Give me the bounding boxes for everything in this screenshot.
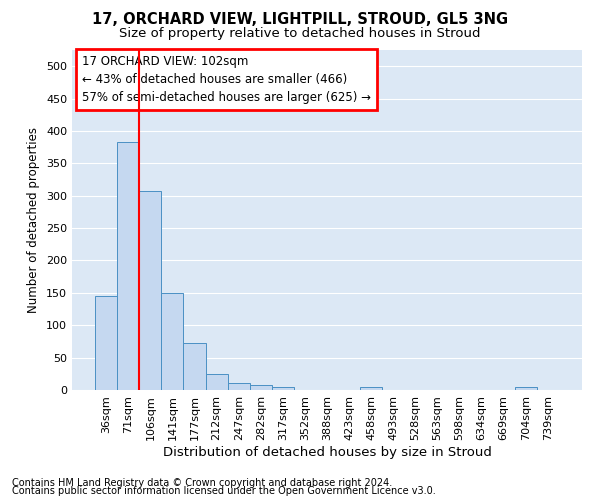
Text: Contains HM Land Registry data © Crown copyright and database right 2024.: Contains HM Land Registry data © Crown c…	[12, 478, 392, 488]
Bar	[360, 388, 382, 390]
Text: Size of property relative to detached houses in Stroud: Size of property relative to detached ho…	[119, 28, 481, 40]
Bar	[117, 142, 139, 390]
Text: 17, ORCHARD VIEW, LIGHTPILL, STROUD, GL5 3NG: 17, ORCHARD VIEW, LIGHTPILL, STROUD, GL5…	[92, 12, 508, 28]
Bar	[184, 344, 206, 390]
Bar	[95, 296, 117, 390]
Text: Contains public sector information licensed under the Open Government Licence v3: Contains public sector information licen…	[12, 486, 436, 496]
Bar	[250, 385, 272, 390]
Bar	[139, 190, 161, 390]
Bar	[227, 383, 250, 390]
X-axis label: Distribution of detached houses by size in Stroud: Distribution of detached houses by size …	[163, 446, 491, 458]
Bar	[272, 387, 294, 390]
Y-axis label: Number of detached properties: Number of detached properties	[28, 127, 40, 313]
Bar	[161, 293, 184, 390]
Bar	[206, 374, 227, 390]
Bar	[515, 387, 537, 390]
Text: 17 ORCHARD VIEW: 102sqm
← 43% of detached houses are smaller (466)
57% of semi-d: 17 ORCHARD VIEW: 102sqm ← 43% of detache…	[82, 55, 371, 104]
